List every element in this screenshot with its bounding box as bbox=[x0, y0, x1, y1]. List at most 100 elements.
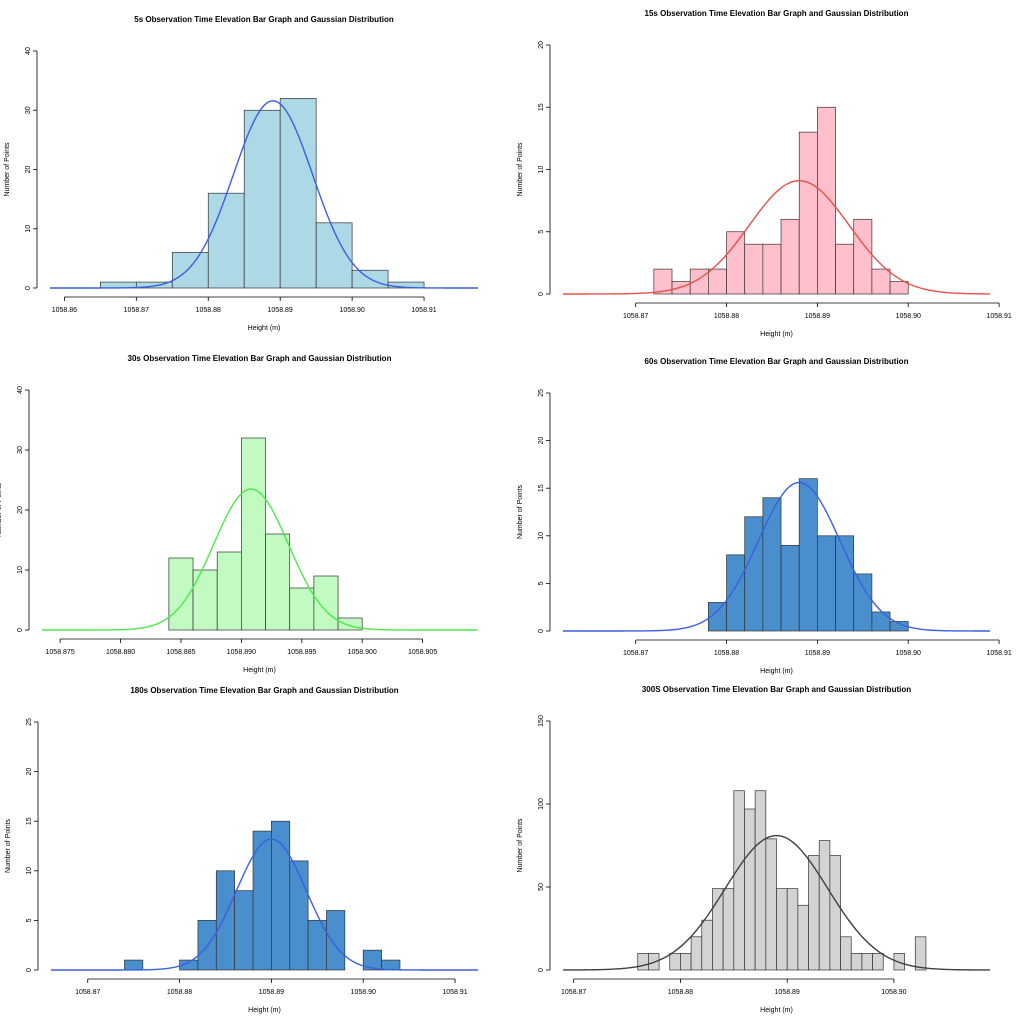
histogram-bar bbox=[241, 437, 266, 631]
histogram-bar bbox=[817, 535, 836, 632]
histogram-bar bbox=[726, 554, 746, 632]
histogram-bar bbox=[313, 575, 339, 631]
x-tick-label: 1058.87 bbox=[75, 989, 100, 996]
x-tick-label: 1058.91 bbox=[986, 650, 1011, 657]
histogram-bar bbox=[744, 516, 764, 632]
y-tick-label: 25 bbox=[538, 389, 545, 397]
histogram-bar bbox=[914, 936, 927, 971]
histogram-bar bbox=[780, 218, 800, 295]
gaussian-curve bbox=[562, 834, 991, 971]
chart-title: 30s Observation Time Elevation Bar Graph… bbox=[128, 354, 392, 363]
y-axis-label: Number of Points bbox=[4, 142, 11, 197]
y-tick-label: 10 bbox=[17, 566, 24, 574]
histogram-bar bbox=[872, 953, 884, 971]
histogram-bar bbox=[326, 910, 346, 971]
histogram-bar bbox=[207, 192, 245, 289]
histogram-bar bbox=[124, 959, 144, 971]
x-tick-label: 1058.88 bbox=[714, 313, 739, 320]
y-tick-label: 5 bbox=[26, 918, 33, 922]
x-axis-label: Height (m) bbox=[760, 668, 793, 675]
x-tick-label: 1058.88 bbox=[196, 307, 221, 314]
y-tick-label: 150 bbox=[538, 715, 545, 727]
histogram-bar bbox=[289, 587, 315, 631]
y-tick-label: 10 bbox=[25, 225, 32, 233]
histogram-bar bbox=[817, 106, 836, 295]
y-tick-label: 30 bbox=[17, 446, 24, 454]
x-tick-label: 1058.900 bbox=[348, 649, 377, 656]
x-tick-label: 1058.89 bbox=[805, 650, 830, 657]
x-tick-label: 1058.90 bbox=[881, 989, 906, 996]
x-tick-label: 1058.875 bbox=[46, 649, 75, 656]
chart-panel-1: 5s Observation Time Elevation Bar Graph … bbox=[4, 15, 478, 332]
histogram-bar bbox=[835, 243, 855, 295]
histogram-bar bbox=[216, 551, 242, 631]
y-tick-label: 20 bbox=[26, 768, 33, 776]
histogram-bar bbox=[850, 953, 863, 971]
histogram-bar bbox=[818, 840, 831, 971]
y-tick-label: 50 bbox=[538, 883, 545, 891]
y-tick-label: 25 bbox=[26, 718, 33, 726]
histogram-bar bbox=[765, 838, 777, 971]
x-tick-label: 1058.87 bbox=[623, 650, 648, 657]
y-tick-label: 5 bbox=[538, 581, 545, 585]
y-tick-label: 20 bbox=[538, 437, 545, 445]
x-tick-label: 1058.86 bbox=[52, 307, 77, 314]
histogram-bar bbox=[192, 569, 218, 631]
y-tick-label: 5 bbox=[538, 230, 545, 234]
x-tick-label: 1058.88 bbox=[668, 989, 693, 996]
histogram-bar bbox=[171, 252, 209, 289]
y-tick-label: 10 bbox=[538, 166, 545, 174]
histogram-bar bbox=[786, 888, 799, 971]
x-tick-label: 1058.880 bbox=[106, 649, 135, 656]
x-tick-label: 1058.90 bbox=[339, 307, 364, 314]
x-tick-label: 1058.895 bbox=[287, 649, 316, 656]
histogram-bar bbox=[754, 790, 767, 971]
histogram-bar bbox=[243, 109, 281, 289]
histogram-bar bbox=[840, 936, 852, 971]
chart-panel-6: 300S Observation Time Elevation Bar Grap… bbox=[517, 685, 991, 1014]
y-tick-label: 10 bbox=[538, 532, 545, 540]
gaussian-curve bbox=[42, 488, 477, 631]
chart-panel-4: 60s Observation Time Elevation Bar Graph… bbox=[517, 357, 1012, 675]
histogram-bar bbox=[762, 243, 782, 295]
x-tick-label: 1058.87 bbox=[561, 989, 586, 996]
gaussian-curve bbox=[563, 481, 990, 632]
y-tick-label: 0 bbox=[538, 292, 545, 296]
y-tick-label: 20 bbox=[25, 166, 32, 174]
histogram-bar bbox=[889, 281, 909, 295]
x-tick-label: 1058.890 bbox=[227, 649, 256, 656]
x-tick-label: 1058.89 bbox=[259, 989, 284, 996]
x-tick-label: 1058.89 bbox=[805, 313, 830, 320]
histogram-bar bbox=[861, 953, 873, 971]
y-tick-label: 15 bbox=[26, 817, 33, 825]
x-axis-label: Height (m) bbox=[248, 1007, 281, 1014]
x-tick-label: 1058.88 bbox=[167, 989, 192, 996]
histogram-bar bbox=[762, 497, 782, 632]
histogram-bar bbox=[289, 860, 309, 971]
x-axis-label: Height (m) bbox=[760, 331, 793, 338]
y-axis-label: Number of Points bbox=[0, 482, 3, 537]
histogram-bar bbox=[726, 231, 746, 295]
x-tick-label: 1058.91 bbox=[986, 313, 1011, 320]
histogram-bar bbox=[265, 533, 291, 631]
histogram-bar bbox=[279, 98, 317, 289]
chart-title: 300S Observation Time Elevation Bar Grap… bbox=[642, 685, 911, 694]
x-tick-label: 1058.91 bbox=[442, 989, 467, 996]
histogram-bar bbox=[315, 222, 353, 289]
histogram-bar bbox=[798, 478, 818, 632]
histogram-bar bbox=[871, 268, 891, 295]
y-axis-label: Number of Points bbox=[5, 818, 12, 873]
histogram-bar bbox=[776, 888, 788, 971]
y-tick-label: 10 bbox=[26, 867, 33, 875]
x-tick-label: 1058.885 bbox=[166, 649, 195, 656]
histogram-bar bbox=[701, 919, 713, 971]
x-tick-label: 1058.905 bbox=[408, 649, 437, 656]
y-tick-label: 30 bbox=[25, 106, 32, 114]
gaussian-curve bbox=[50, 100, 478, 289]
y-axis-label: Number of Points bbox=[517, 818, 524, 873]
histogram-bar bbox=[708, 268, 727, 295]
y-axis-label: Number of Points bbox=[517, 484, 524, 539]
histogram-bar bbox=[780, 544, 800, 632]
y-tick-label: 15 bbox=[538, 103, 545, 111]
